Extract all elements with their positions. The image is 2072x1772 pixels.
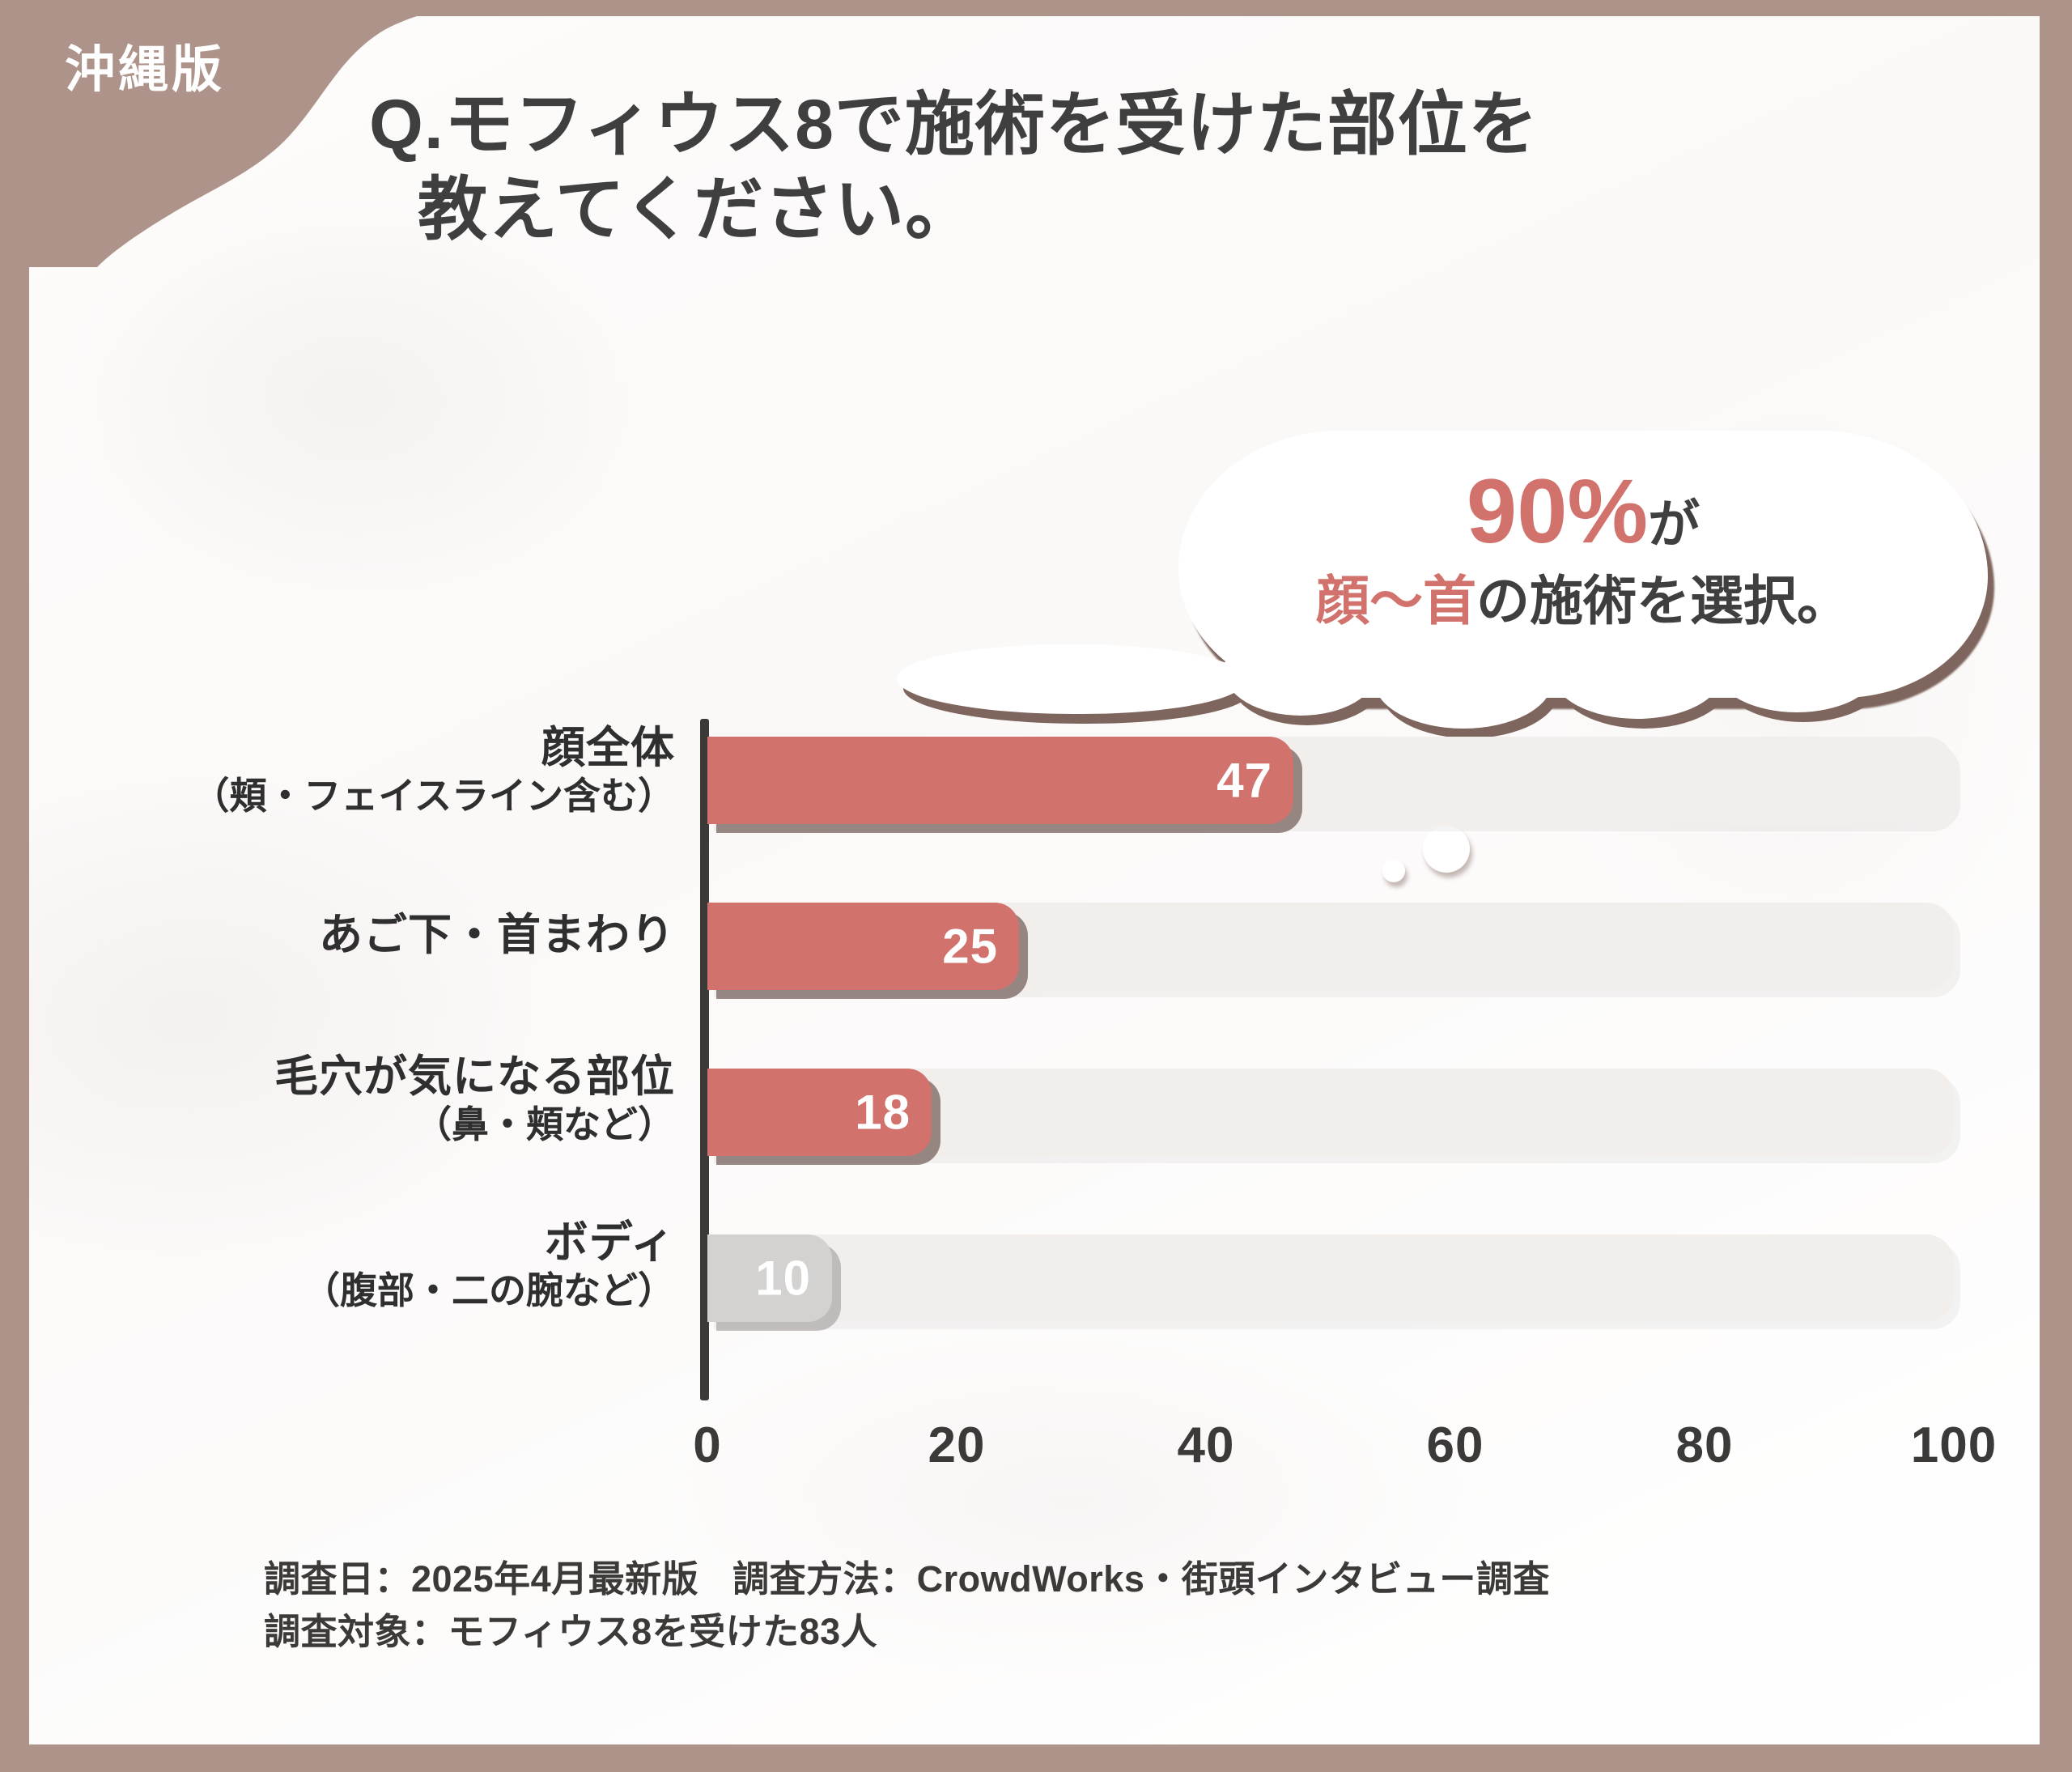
callout-line-1: 90%が <box>1178 458 1988 565</box>
bubble-lobe-3 <box>1552 628 1722 719</box>
page-title: Q.モフィウス8で施術を受けた部位を 教えてください。 <box>369 83 2004 253</box>
survey-target: 調査対象：モフィウス8を受けた83人 <box>264 1611 878 1653</box>
bar-label-4: ボディ （腹部・二の腕など） <box>60 1218 675 1312</box>
bar-fill-4: 10 <box>707 1234 832 1322</box>
callout-highlight: 顔〜首 <box>1316 571 1476 631</box>
bubble-lobe-1 <box>1224 625 1378 716</box>
decor-bubble-large <box>1423 826 1470 873</box>
table-row: ボディ （腹部・二の腕など） 10 <box>29 1217 2040 1383</box>
bar-value-1: 47 <box>1216 753 1272 808</box>
x-tick-0: 0 <box>693 1417 722 1473</box>
bar-track <box>707 903 1954 990</box>
callout-percent-suffix: が <box>1648 495 1700 554</box>
y-axis-line <box>700 719 709 1400</box>
bar-label-sub: （腹部・二の腕など） <box>303 1269 675 1312</box>
bubble-lobe-2 <box>1374 633 1552 729</box>
title-line-1: Q.モフィウス8で施術を受けた部位を <box>369 86 1539 164</box>
bar-label-sub: （頬・フェイスライン含む） <box>192 775 675 818</box>
card-texture <box>29 16 2040 1744</box>
poster-card: 沖縄版 Q.モフィウス8で施術を受けた部位を 教えてください。 90% <box>29 16 2040 1744</box>
x-tick-80: 80 <box>1675 1417 1734 1473</box>
decor-bubble-small <box>1382 860 1405 882</box>
bar-label-3: 毛穴が気になる部位 （鼻・頬など） <box>60 1052 675 1146</box>
callout-text: 90%が 顔〜首の施術を選択。 <box>1178 458 1988 633</box>
bar-label-1: 顔全体 （頬・フェイスライン含む） <box>60 724 675 818</box>
bar-label-sub: （鼻・頬など） <box>414 1103 675 1146</box>
bar-fill-3: 18 <box>707 1069 932 1156</box>
x-tick-100: 100 <box>1910 1417 1998 1473</box>
callout-bubble: 90%が 顔〜首の施術を選択。 <box>897 431 2004 754</box>
survey-date: 調査日：2025年4月最新版 <box>264 1558 699 1600</box>
bar-label-2: あご下・首まわり <box>60 911 675 962</box>
callout-rest: の施術を選択。 <box>1476 571 1850 631</box>
bubble-lobe-4 <box>1716 625 1878 712</box>
bar-value-4: 10 <box>755 1251 811 1306</box>
bar-rows: 顔全体 （頬・フェイスライン含む） 47 あご下・首まわり <box>29 719 2040 1383</box>
bar-value-3: 18 <box>855 1085 911 1140</box>
table-row: 毛穴が気になる部位 （鼻・頬など） 18 <box>29 1051 2040 1217</box>
region-badge: 沖縄版 <box>65 42 226 98</box>
bar-track <box>707 1069 1954 1156</box>
bar-track <box>707 1234 1954 1322</box>
x-tick-40: 40 <box>1177 1417 1235 1473</box>
bar-label-main: あご下・首まわり <box>319 911 675 959</box>
footer-notes: 調査日：2025年4月最新版 調査方法：CrowdWorks・街頭インタビュー調査… <box>264 1553 1931 1659</box>
callout-line-2: 顔〜首の施術を選択。 <box>1178 570 1988 633</box>
bar-label-main: ボディ <box>544 1218 675 1267</box>
bar-fill-2: 25 <box>707 903 1019 990</box>
table-row: あご下・首まわり 25 <box>29 885 2040 1051</box>
bar-label-main: 顔全体 <box>541 724 675 772</box>
survey-method: 調査方法：CrowdWorks・街頭インタビュー調査 <box>732 1558 1550 1600</box>
footer-line-2: 調査対象：モフィウス8を受けた83人 <box>264 1605 1931 1658</box>
bar-label-main: 毛穴が気になる部位 <box>274 1052 675 1101</box>
title-line-2: 教えてください。 <box>418 170 976 249</box>
x-tick-60: 60 <box>1426 1417 1484 1473</box>
bubble-tail <box>897 644 1245 714</box>
footer-line-1: 調査日：2025年4月最新版 調査方法：CrowdWorks・街頭インタビュー調査 <box>264 1553 1931 1605</box>
bar-chart: 顔全体 （頬・フェイスライン含む） 47 あご下・首まわり <box>29 16 2040 1744</box>
x-tick-20: 20 <box>928 1417 986 1473</box>
x-axis: 0 20 40 60 80 100 <box>693 1417 1996 1489</box>
callout-percent: 90% <box>1466 461 1649 562</box>
bar-value-2: 25 <box>942 919 998 974</box>
